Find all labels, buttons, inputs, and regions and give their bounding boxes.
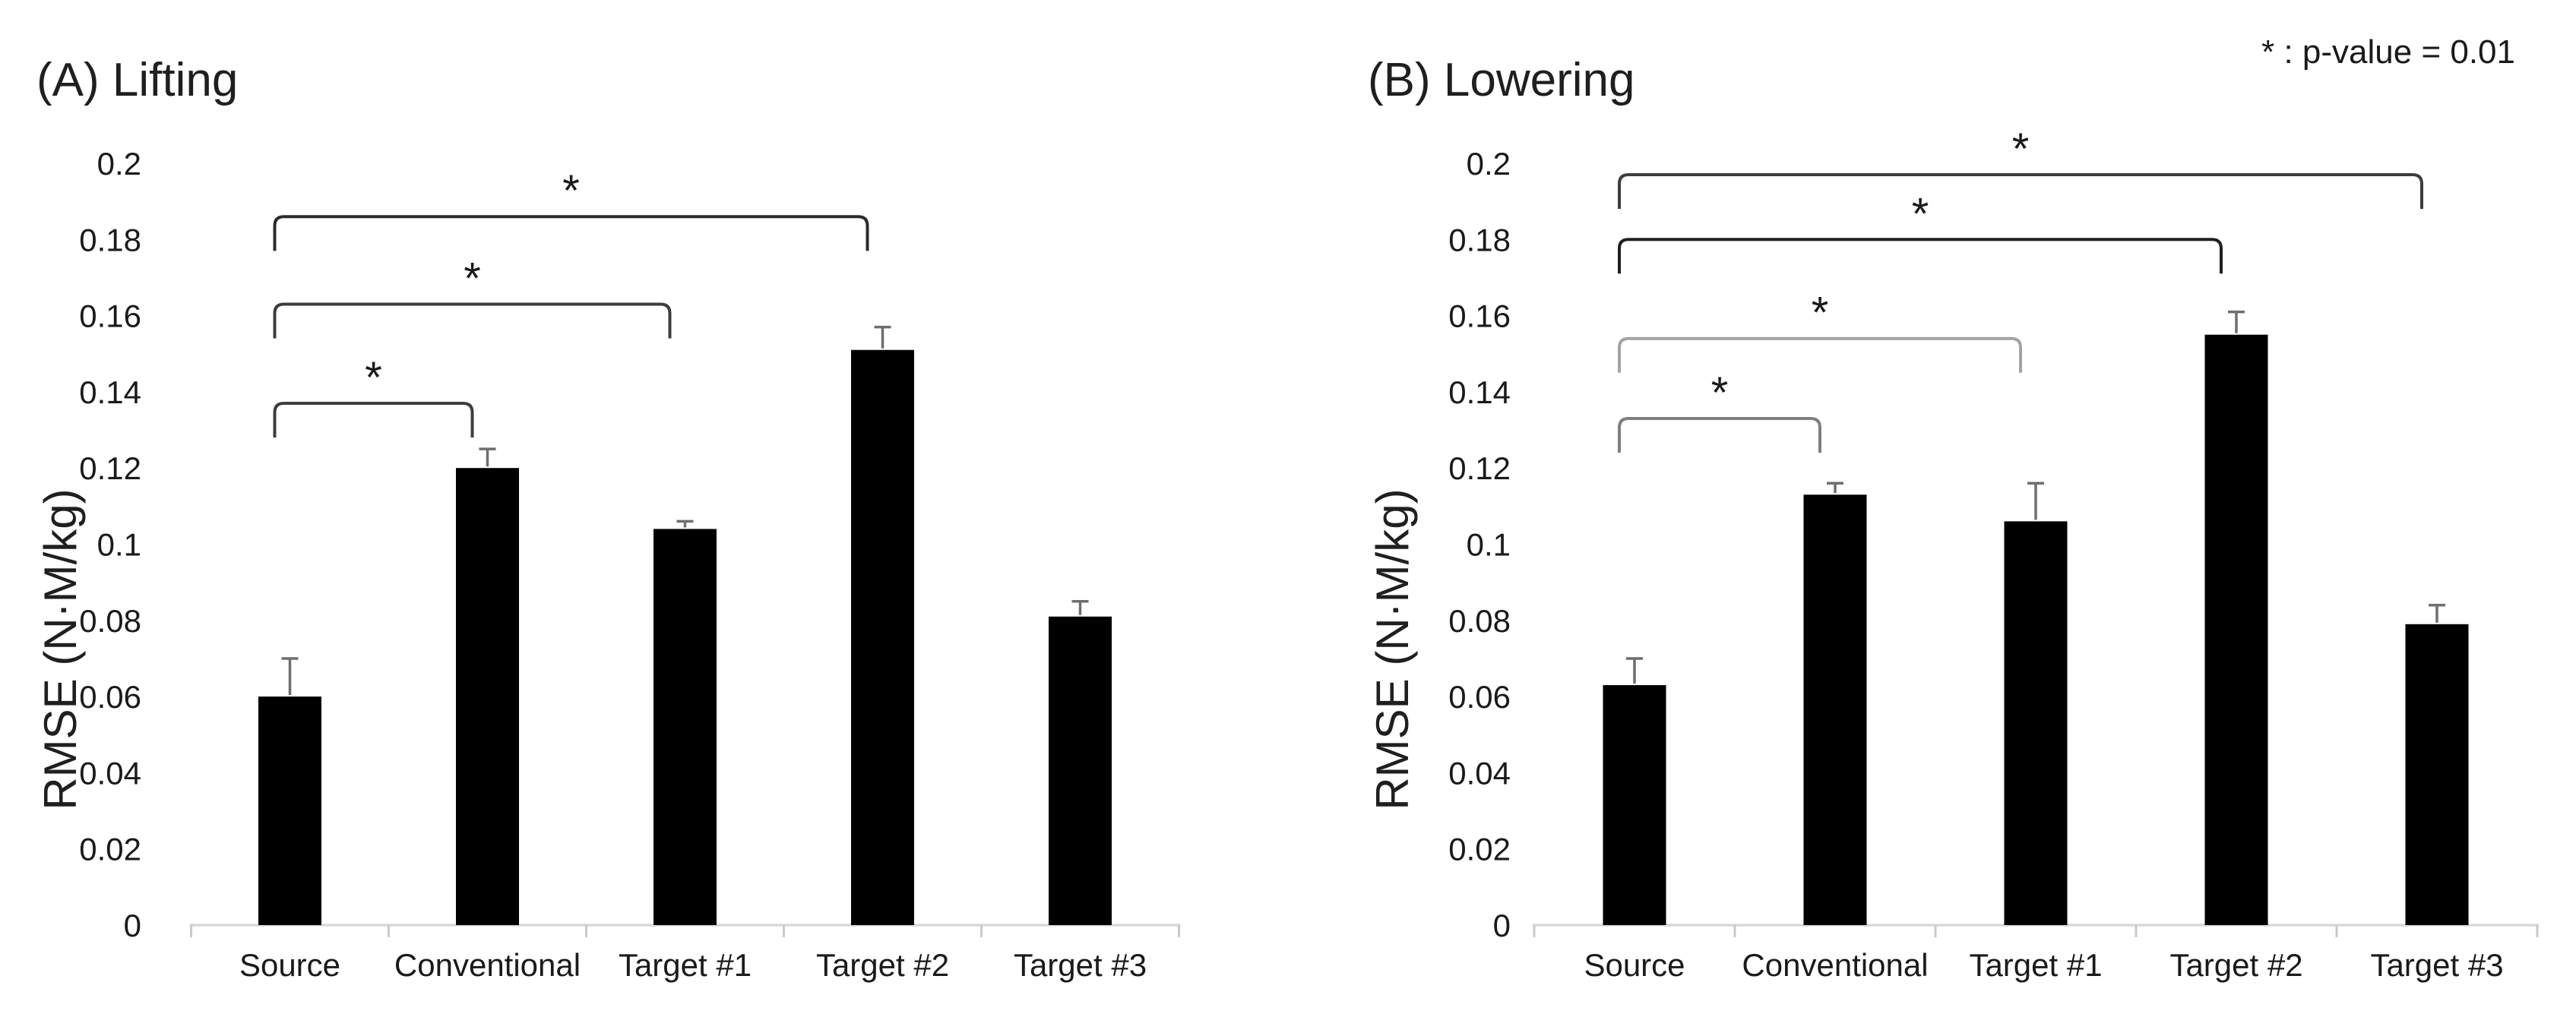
- panel-a-bar-target-3: [1049, 616, 1112, 925]
- panel-b-category-label-source: Source: [1584, 947, 1685, 983]
- panel-a-ytick-label: 0.08: [79, 603, 141, 639]
- panel-b-ytick-label: 0.08: [1448, 603, 1511, 639]
- panel-a-ytick-label: 0: [124, 908, 141, 943]
- panel-b-ytick-label: 0.04: [1448, 755, 1511, 791]
- panel-a-bar-source: [258, 696, 321, 925]
- panel-a-category-label-source: Source: [239, 947, 340, 983]
- panel-b-sig-bracket-source-target-1: [1618, 336, 2022, 373]
- panel-a-bar-conventional: [456, 468, 519, 925]
- panel-b-title: (B) Lowering: [1368, 54, 1635, 106]
- panel-b-category-label-target-2: Target #2: [2169, 947, 2302, 983]
- panel-a-ytick-label: 0.16: [79, 298, 141, 334]
- panel-a-sig-bracket-source-target-1: [273, 302, 672, 339]
- panel-a-bar-target-1: [653, 529, 717, 925]
- panel-a-category-label-target-1: Target #1: [619, 947, 752, 983]
- panel-a-category-label-target-3: Target #3: [1014, 947, 1147, 983]
- panel-b-bar-target-2: [2204, 334, 2268, 925]
- panel-b-bar-target-1: [2004, 521, 2068, 925]
- panel-a-title: (A) Lifting: [36, 54, 239, 106]
- panel-a-ytick-label: 0.12: [79, 450, 141, 486]
- panel-b-sig-asterisk-source-target-2: *: [1912, 189, 1929, 238]
- panel-a-ytick-label: 0.1: [97, 527, 141, 563]
- panel-a-ytick-label: 0.02: [79, 832, 141, 867]
- panel-a-sig-bracket-source-target-2: [273, 215, 869, 251]
- panel-a-ytick-label: 0.14: [79, 374, 141, 410]
- panel-a-sig-asterisk-source-target-2: *: [562, 166, 580, 216]
- panel-b-ytick-label: 0: [1493, 908, 1511, 943]
- p-value-note: * : p-value = 0.01: [2261, 33, 2515, 71]
- panel-b-ytick-label: 0.06: [1448, 679, 1511, 715]
- panel-a-ytick-label: 0.06: [79, 679, 141, 715]
- panel-b-sig-asterisk-source-conventional: *: [1711, 368, 1729, 418]
- panel-b-ytick-label: 0.16: [1448, 298, 1511, 334]
- panel-b-bar-source: [1603, 685, 1666, 925]
- panel-a-sig-asterisk-source-conventional: *: [365, 353, 382, 403]
- panel-a-sig-asterisk-source-target-1: *: [464, 254, 481, 304]
- panel-a-sig-bracket-source-conventional: [273, 401, 474, 437]
- panel-b-ytick-label: 0.2: [1467, 146, 1511, 182]
- panel-b-category-label-target-3: Target #3: [2370, 947, 2503, 983]
- panel-b-sig-asterisk-source-target-3: *: [2012, 125, 2030, 174]
- panel-b-ytick-label: 0.02: [1448, 832, 1511, 867]
- panel-a-ytick-label: 0.04: [79, 755, 141, 791]
- panel-b-sig-bracket-source-target-3: [1618, 173, 2423, 210]
- panel-a-ytick-label: 0.18: [79, 222, 141, 257]
- panel-b-bar-conventional: [1803, 494, 1867, 925]
- panel-a-bar-target-2: [851, 349, 914, 925]
- panel-b-ytick-label: 0.12: [1448, 450, 1511, 486]
- panel-a-ytick-label: 0.2: [97, 146, 141, 182]
- panel-a-category-label-target-2: Target #2: [816, 947, 949, 983]
- panel-b-sig-bracket-source-conventional: [1618, 417, 1821, 453]
- panel-b-ytick-label: 0.1: [1467, 527, 1511, 563]
- panel-b-category-label-conventional: Conventional: [1742, 947, 1928, 983]
- panel-b-category-label-target-1: Target #1: [1969, 947, 2102, 983]
- panel-b-ytick-label: 0.18: [1448, 222, 1511, 257]
- panel-b-ytick-label: 0.14: [1448, 374, 1511, 410]
- panel-b-sig-bracket-source-target-2: [1618, 238, 2223, 274]
- panel-b-sig-asterisk-source-target-1: *: [1812, 289, 1829, 338]
- panel-a-category-label-conventional: Conventional: [394, 947, 581, 983]
- panel-b-bar-target-3: [2405, 624, 2469, 925]
